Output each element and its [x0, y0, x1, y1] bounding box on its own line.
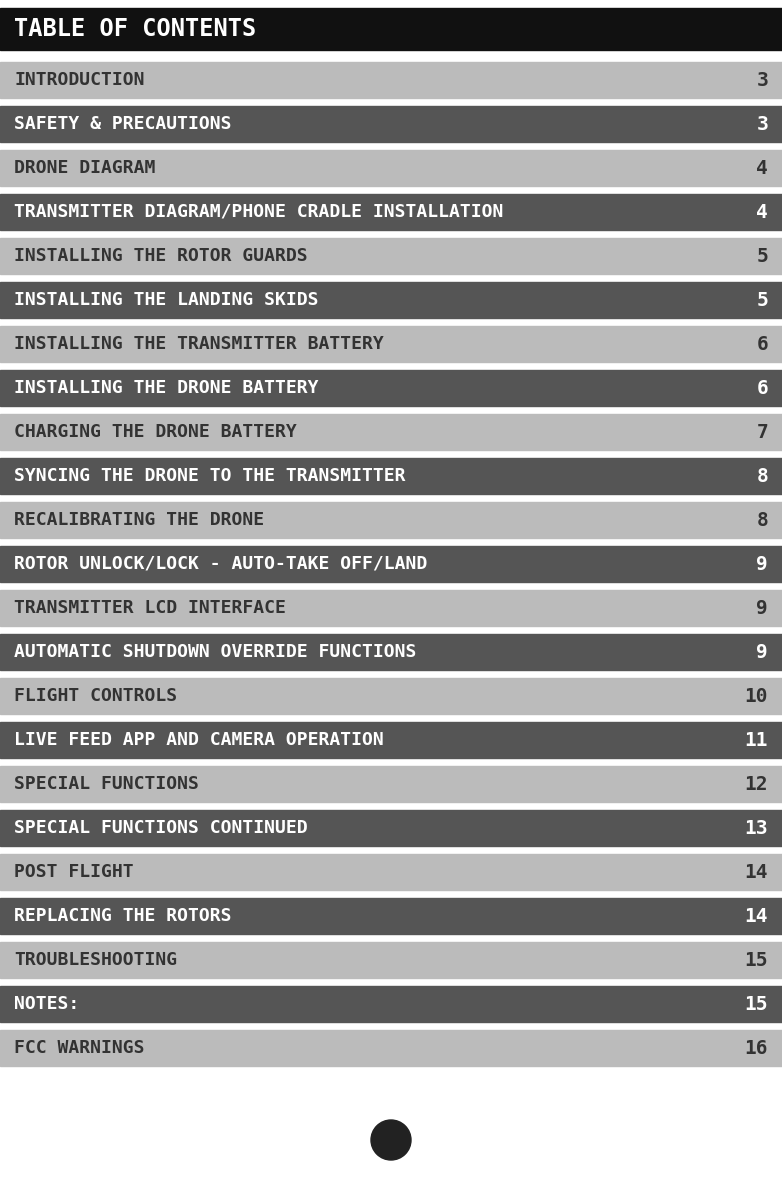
Text: 9: 9: [756, 599, 768, 618]
Text: INSTALLING THE ROTOR GUARDS: INSTALLING THE ROTOR GUARDS: [14, 247, 307, 264]
Bar: [0, 635, 782, 670]
Text: ROTOR UNLOCK/LOCK - AUTO-TAKE OFF/LAND: ROTOR UNLOCK/LOCK - AUTO-TAKE OFF/LAND: [14, 555, 427, 573]
Bar: [0, 106, 782, 142]
Bar: [0, 195, 782, 230]
Bar: [0, 62, 782, 98]
Text: 8: 8: [756, 466, 768, 485]
Text: 11: 11: [744, 731, 768, 750]
Text: 7: 7: [756, 422, 768, 441]
Bar: [0, 898, 782, 935]
Text: CHARGING THE DRONE BATTERY: CHARGING THE DRONE BATTERY: [14, 423, 296, 441]
Bar: [0, 414, 782, 449]
Text: AUTOMATIC SHUTDOWN OVERRIDE FUNCTIONS: AUTOMATIC SHUTDOWN OVERRIDE FUNCTIONS: [14, 643, 416, 661]
Text: TRANSMITTER DIAGRAM/PHONE CRADLE INSTALLATION: TRANSMITTER DIAGRAM/PHONE CRADLE INSTALL…: [14, 203, 504, 221]
Bar: [0, 282, 782, 318]
Text: 15: 15: [744, 995, 768, 1014]
Text: 10: 10: [744, 687, 768, 706]
Text: 4: 4: [756, 203, 768, 222]
Text: INSTALLING THE LANDING SKIDS: INSTALLING THE LANDING SKIDS: [14, 291, 318, 310]
Bar: [0, 238, 782, 274]
Text: 16: 16: [744, 1039, 768, 1058]
Text: 15: 15: [744, 950, 768, 969]
Bar: [0, 854, 782, 890]
Text: 6: 6: [756, 334, 768, 353]
Text: NOTES:: NOTES:: [14, 995, 79, 1013]
Text: TABLE OF CONTENTS: TABLE OF CONTENTS: [14, 17, 256, 42]
Text: 13: 13: [744, 818, 768, 837]
Bar: [0, 370, 782, 406]
Text: FCC WARNINGS: FCC WARNINGS: [14, 1039, 145, 1057]
Bar: [0, 502, 782, 538]
Text: TRANSMITTER LCD INTERFACE: TRANSMITTER LCD INTERFACE: [14, 599, 286, 617]
Text: 9: 9: [756, 643, 768, 662]
Text: 9: 9: [756, 555, 768, 574]
Bar: [0, 766, 782, 802]
Text: POST FLIGHT: POST FLIGHT: [14, 863, 134, 881]
Text: 14: 14: [744, 906, 768, 925]
Text: SYNCING THE DRONE TO THE TRANSMITTER: SYNCING THE DRONE TO THE TRANSMITTER: [14, 467, 406, 485]
Text: TROUBLESHOOTING: TROUBLESHOOTING: [14, 951, 178, 969]
Bar: [0, 326, 782, 362]
Text: SPECIAL FUNCTIONS: SPECIAL FUNCTIONS: [14, 774, 199, 793]
Bar: [0, 546, 782, 582]
Circle shape: [371, 1120, 411, 1160]
Text: 3: 3: [756, 115, 768, 134]
Bar: [0, 8, 782, 50]
Text: LIVE FEED APP AND CAMERA OPERATION: LIVE FEED APP AND CAMERA OPERATION: [14, 731, 384, 750]
Text: 8: 8: [756, 510, 768, 529]
Text: DRONE DIAGRAM: DRONE DIAGRAM: [14, 159, 156, 177]
Bar: [0, 678, 782, 714]
Bar: [0, 458, 782, 495]
Text: INTRODUCTION: INTRODUCTION: [14, 71, 145, 89]
Bar: [0, 986, 782, 1022]
Text: 6: 6: [756, 378, 768, 397]
Bar: [0, 149, 782, 186]
Text: 2: 2: [385, 1130, 397, 1149]
Text: INSTALLING THE TRANSMITTER BATTERY: INSTALLING THE TRANSMITTER BATTERY: [14, 334, 384, 353]
Text: RECALIBRATING THE DRONE: RECALIBRATING THE DRONE: [14, 511, 264, 529]
Text: 14: 14: [744, 862, 768, 881]
Text: 3: 3: [756, 70, 768, 89]
Text: 5: 5: [756, 247, 768, 266]
Text: INSTALLING THE DRONE BATTERY: INSTALLING THE DRONE BATTERY: [14, 380, 318, 397]
Text: 4: 4: [756, 159, 768, 178]
Bar: [0, 589, 782, 626]
Text: 5: 5: [756, 291, 768, 310]
Text: REPLACING THE ROTORS: REPLACING THE ROTORS: [14, 907, 231, 925]
Text: SPECIAL FUNCTIONS CONTINUED: SPECIAL FUNCTIONS CONTINUED: [14, 820, 307, 837]
Text: 12: 12: [744, 774, 768, 793]
Bar: [0, 722, 782, 758]
Bar: [0, 810, 782, 846]
Bar: [0, 942, 782, 978]
Bar: [0, 1029, 782, 1066]
Text: SAFETY & PRECAUTIONS: SAFETY & PRECAUTIONS: [14, 115, 231, 133]
Text: FLIGHT CONTROLS: FLIGHT CONTROLS: [14, 687, 178, 704]
